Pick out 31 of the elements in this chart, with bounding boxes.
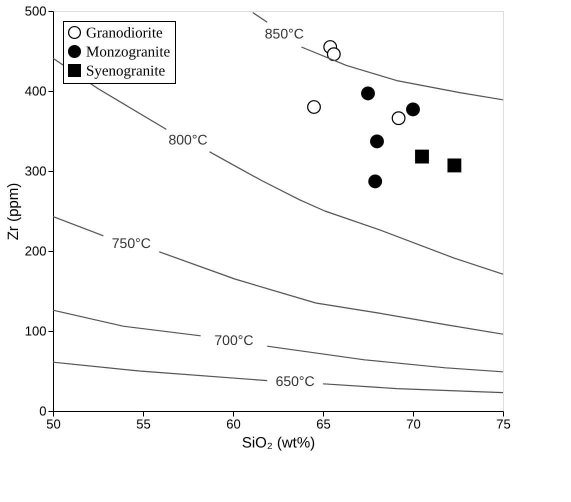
x-axis-title: SiO₂ (wt%) [242,434,316,452]
y-tick-label: 100 [24,324,46,338]
point [361,86,375,100]
y-tick-label: 200 [24,244,46,258]
x-tick-label: 55 [136,416,151,432]
series-label: 750°C [112,234,151,251]
x-tick-label: 75 [496,416,511,432]
series-label: 650°C [276,373,315,390]
series-label: 850°C [264,26,304,42]
x-tick-label: 65 [316,416,331,432]
y-tick-label: 0 [39,404,46,418]
point [370,134,384,148]
point [307,100,321,114]
series-label: 800°C [168,132,208,148]
x-tick-label: 70 [406,416,421,432]
series-label: 700°C [214,332,254,348]
point [368,174,382,188]
point [326,47,341,62]
point [392,111,406,126]
y-tick-label: 500 [24,4,46,18]
point [447,158,462,172]
point [415,150,429,164]
y-tick-label: 300 [24,164,46,178]
y-tick-label: 400 [24,84,46,98]
point [406,102,420,116]
legend-label: Syenogranite [86,64,166,80]
x-tick-label: 60 [226,416,241,432]
legend-label: Granodiorite [86,26,163,42]
x-tick-label: 50 [46,416,61,432]
legend-label: Monzogranite [86,44,170,60]
y-axis-title: Zr (ppm) [4,182,22,240]
